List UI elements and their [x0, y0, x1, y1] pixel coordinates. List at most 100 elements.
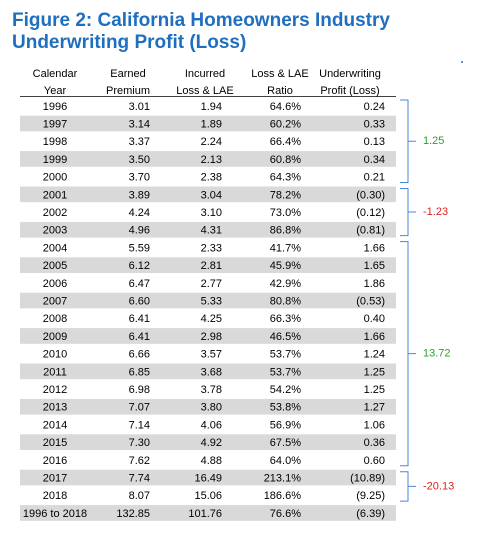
cell: 3.70 — [129, 172, 150, 184]
cell: 213.1% — [264, 472, 302, 484]
cell: 1.89 — [201, 118, 222, 130]
cell: 56.9% — [270, 419, 301, 431]
row-shade — [20, 186, 396, 203]
cell: 1.66 — [364, 242, 385, 254]
cell: 0.60 — [364, 455, 385, 467]
cell: 132.85 — [116, 508, 150, 520]
cell: 0.33 — [364, 118, 385, 130]
cell: 64.0% — [270, 455, 301, 467]
row-shade — [20, 328, 396, 344]
cell: 7.74 — [129, 472, 150, 484]
cell: 54.2% — [270, 384, 301, 396]
cell: 53.8% — [270, 402, 301, 414]
cell: 1996 — [43, 101, 67, 113]
cell: 64.3% — [270, 172, 301, 184]
group-total: 1.25 — [423, 135, 444, 147]
cell: 3.57 — [201, 349, 222, 361]
row-shade — [20, 151, 396, 167]
cell: 60.2% — [270, 118, 301, 130]
cell: 2012 — [43, 384, 67, 396]
cell: 45.9% — [270, 260, 301, 272]
cell: 78.2% — [270, 189, 301, 201]
cell: 1.24 — [364, 349, 385, 361]
cell: 1.86 — [364, 278, 385, 290]
cell: 1.65 — [364, 260, 385, 272]
cell: (10.89) — [350, 472, 385, 484]
cell: 2004 — [43, 242, 67, 254]
cell: 1.27 — [364, 402, 385, 414]
cell: 0.34 — [364, 154, 385, 166]
cell: 3.37 — [129, 136, 150, 148]
cell: 4.06 — [201, 419, 222, 431]
cell: 4.24 — [129, 207, 150, 219]
cell: 53.7% — [270, 349, 301, 361]
cell: 7.07 — [129, 402, 150, 414]
cell: 4.96 — [129, 225, 150, 237]
group-total: 13.72 — [423, 348, 451, 360]
cell: 60.8% — [270, 154, 301, 166]
cell: 1999 — [43, 154, 67, 166]
bracket — [400, 188, 416, 237]
cell: 3.80 — [201, 402, 222, 414]
row-shade — [20, 115, 396, 132]
cell: 0.13 — [364, 136, 385, 148]
cell: 3.01 — [129, 101, 150, 113]
dot — [461, 61, 463, 63]
cell: 6.41 — [129, 331, 150, 343]
cell: 1.06 — [364, 419, 385, 431]
cell: 2006 — [43, 278, 67, 290]
cell: 3.14 — [129, 118, 150, 130]
cell: 5.59 — [129, 242, 150, 254]
cell: 76.6% — [270, 508, 301, 520]
row-shade — [20, 398, 396, 415]
cell: 53.7% — [270, 366, 301, 378]
cell: 4.88 — [201, 455, 222, 467]
column-header: Underwriting — [319, 68, 381, 80]
cell: 101.76 — [188, 508, 222, 520]
cell: 0.40 — [364, 313, 385, 325]
cell: 2.33 — [201, 242, 222, 254]
cell: 6.66 — [129, 349, 150, 361]
cell: 6.98 — [129, 384, 150, 396]
column-header: Ratio — [267, 85, 293, 97]
cell: 4.25 — [201, 313, 222, 325]
cell: 86.8% — [270, 225, 301, 237]
cell: 3.04 — [201, 189, 222, 201]
cell: 0.36 — [364, 437, 385, 449]
cell: 3.50 — [129, 154, 150, 166]
column-header: Loss & LAE — [251, 68, 308, 80]
column-header: Earned — [110, 68, 145, 80]
cell: 2005 — [43, 260, 67, 272]
cell: 2001 — [43, 189, 67, 201]
cell: 64.6% — [270, 101, 301, 113]
cell: 2.38 — [201, 172, 222, 184]
cell: 6.47 — [129, 278, 150, 290]
cell: 186.6% — [264, 490, 302, 502]
bracket — [400, 241, 416, 467]
row-shade — [20, 505, 396, 521]
row-shade — [20, 257, 396, 273]
row-shade — [20, 469, 396, 486]
cell: 5.33 — [201, 295, 222, 307]
title: Figure 2: California Homeowners Industry — [12, 10, 390, 31]
cell: 6.60 — [129, 295, 150, 307]
group-total: -1.23 — [423, 206, 448, 218]
cell: 2015 — [43, 437, 67, 449]
row-shade — [20, 363, 396, 380]
column-header: Calendar — [33, 68, 78, 80]
cell: 2.13 — [201, 154, 222, 166]
cell: 8.07 — [129, 490, 150, 502]
cell: 2010 — [43, 349, 67, 361]
row-shade — [20, 221, 396, 238]
cell: 0.21 — [364, 172, 385, 184]
cell: 66.4% — [270, 136, 301, 148]
cell: 2.24 — [201, 136, 222, 148]
column-header: Profit (Loss) — [320, 85, 379, 97]
cell: 1997 — [43, 118, 67, 130]
cell: 2009 — [43, 331, 67, 343]
cell: 73.0% — [270, 207, 301, 219]
cell: 2003 — [43, 225, 67, 237]
cell: 6.41 — [129, 313, 150, 325]
cell: 2000 — [43, 172, 67, 184]
cell: 2011 — [43, 366, 67, 378]
